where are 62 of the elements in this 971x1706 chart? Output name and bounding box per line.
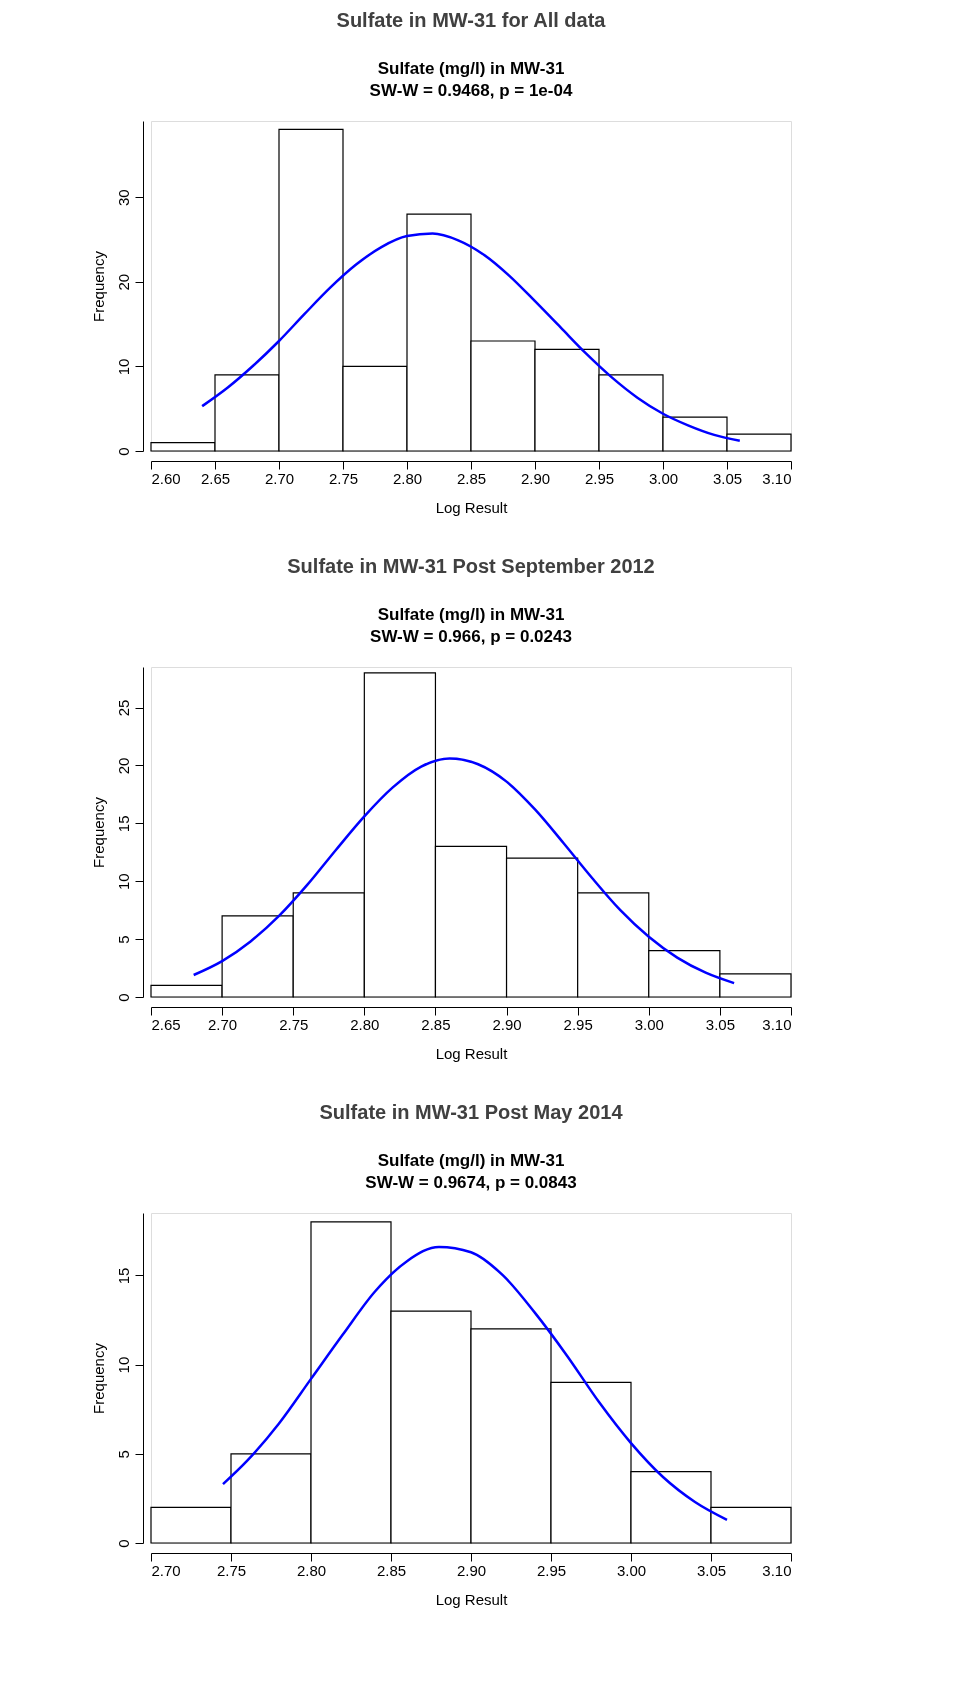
y-axis-title: Frequency <box>89 796 107 868</box>
text: SW-W = 0.9468, p = 1e-04 <box>369 81 573 100</box>
y-axis-title: Frequency <box>89 250 107 322</box>
x-tick-label: 2.65 <box>151 1015 181 1033</box>
line-series <box>192 757 736 985</box>
x-tick-label: 3.10 <box>762 1561 792 1579</box>
y-tick-label: 0 <box>114 447 132 456</box>
x-tick-label: 3.00 <box>634 1015 664 1033</box>
y-tick-label: 5 <box>114 935 132 944</box>
x-tick-label: 2.80 <box>392 469 423 487</box>
chart-subtitle: Sulfate (mg/l) in MW-31 <box>377 605 565 624</box>
line-series <box>221 1245 729 1522</box>
x-tick-label: 2.90 <box>456 1561 487 1579</box>
chart-title: Sulfate in MW-31 Post September 2012 <box>287 555 655 577</box>
x-tick-label: 2.85 <box>421 1015 451 1033</box>
x-tick-label: 3.05 <box>705 1015 735 1033</box>
y-tick-label: 10 <box>114 358 132 376</box>
chart-subtitle: Sulfate (mg/l) in MW-31 <box>377 59 565 78</box>
y-tick-label: 20 <box>114 273 132 291</box>
y-tick-label: 15 <box>114 815 132 833</box>
y-tick-label: 30 <box>114 189 132 206</box>
x-axis-title: Log Result <box>435 498 509 516</box>
x-tick-label: 2.60 <box>151 469 181 487</box>
x-tick-label: 2.80 <box>296 1561 327 1579</box>
y-axis-title: Frequency <box>89 1342 107 1414</box>
x-tick-label: 2.70 <box>264 469 295 487</box>
y-tick-label: 10 <box>114 873 132 891</box>
chart-title: Sulfate in MW-31 for All data <box>336 9 607 31</box>
chart-title: Sulfate in MW-31 Post May 2014 <box>319 1101 624 1123</box>
x-tick-label: 3.00 <box>648 469 679 487</box>
x-tick-label: 2.70 <box>208 1015 238 1033</box>
x-tick-label: 3.10 <box>762 469 792 487</box>
y-tick-label: 25 <box>114 699 132 717</box>
x-tick-label: 2.75 <box>279 1015 309 1033</box>
y-tick-label: 0 <box>114 1539 132 1548</box>
x-axis-title: Log Result <box>435 1044 509 1062</box>
x-tick-label: 3.10 <box>762 1015 792 1033</box>
x-tick-label: 2.70 <box>151 1561 181 1579</box>
x-tick-label: 2.95 <box>536 1561 567 1579</box>
x-tick-label: 2.90 <box>492 1015 522 1033</box>
x-tick-label: 2.75 <box>328 469 359 487</box>
x-tick-label: 2.80 <box>350 1015 380 1033</box>
chart-subtitle: Sulfate (mg/l) in MW-31 <box>377 1151 565 1170</box>
x-tick-label: 2.85 <box>456 469 487 487</box>
line-series <box>200 232 742 443</box>
x-tick-label: 3.05 <box>696 1561 727 1579</box>
x-tick-label: 3.00 <box>616 1561 647 1579</box>
x-tick-label: 2.75 <box>216 1561 247 1579</box>
y-tick-label: 15 <box>114 1267 132 1285</box>
y-tick-label: 20 <box>114 757 132 775</box>
x-tick-label: 2.90 <box>520 469 551 487</box>
text: SW-W = 0.966, p = 0.0243 <box>370 627 572 646</box>
x-tick-label: 2.65 <box>200 469 231 487</box>
x-tick-label: 2.95 <box>563 1015 593 1033</box>
x-tick-label: 3.05 <box>712 469 743 487</box>
x-tick-label: 2.95 <box>584 469 615 487</box>
y-tick-label: 0 <box>114 993 132 1002</box>
x-tick-label: 2.85 <box>376 1561 407 1579</box>
y-tick-label: 5 <box>114 1450 132 1459</box>
y-tick-label: 10 <box>114 1356 132 1374</box>
text: SW-W = 0.9674, p = 0.0843 <box>365 1173 577 1192</box>
x-axis-title: Log Result <box>435 1590 509 1608</box>
